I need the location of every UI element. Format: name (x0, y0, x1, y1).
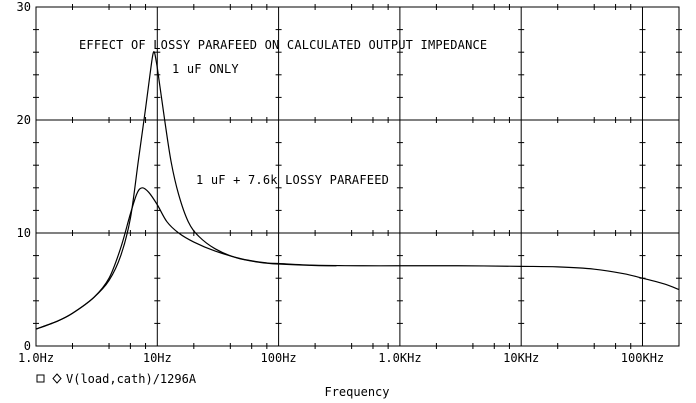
plot-border (35, 6, 680, 347)
y-tick-labels: 0 10 20 30 (17, 0, 31, 353)
legend-square-marker (36, 374, 45, 383)
series-line-2 (35, 187, 680, 330)
chart-title: EFFECT OF LOSSY PARAFEED ON CALCULATED O… (79, 38, 487, 52)
x-tick-label: 10Hz (143, 351, 172, 365)
plot-frame (35, 6, 680, 347)
x-tick-label: 100Hz (261, 351, 297, 365)
legend-entry: V(load,cath)/1296A (66, 372, 197, 386)
x-tick-label: 100KHz (621, 351, 664, 365)
y-tick-label: 0 (24, 339, 31, 353)
legend-diamond-marker (52, 373, 62, 384)
x-axis-label: Frequency (324, 385, 389, 399)
y-tick-label: 10 (17, 226, 31, 240)
legend: V(load,cath)/1296A (36, 372, 197, 386)
x-tick-labels: 1.0Hz 10Hz 100Hz 1.0KHz 10KHz 100KHz (18, 351, 664, 365)
y-tick-label: 30 (17, 0, 31, 14)
grid (33, 4, 682, 349)
series-line-1 (35, 51, 337, 330)
y-tick-label: 20 (17, 113, 31, 127)
annotation-1uf-only: 1 uF ONLY (172, 62, 239, 76)
annotation-lossy-parafeed: 1 uF + 7.6k LOSSY PARAFEED (196, 173, 389, 187)
x-tick-label: 1.0Hz (18, 351, 54, 365)
x-tick-label: 1.0KHz (378, 351, 421, 365)
x-tick-label: 10KHz (503, 351, 539, 365)
series-group (35, 51, 680, 330)
